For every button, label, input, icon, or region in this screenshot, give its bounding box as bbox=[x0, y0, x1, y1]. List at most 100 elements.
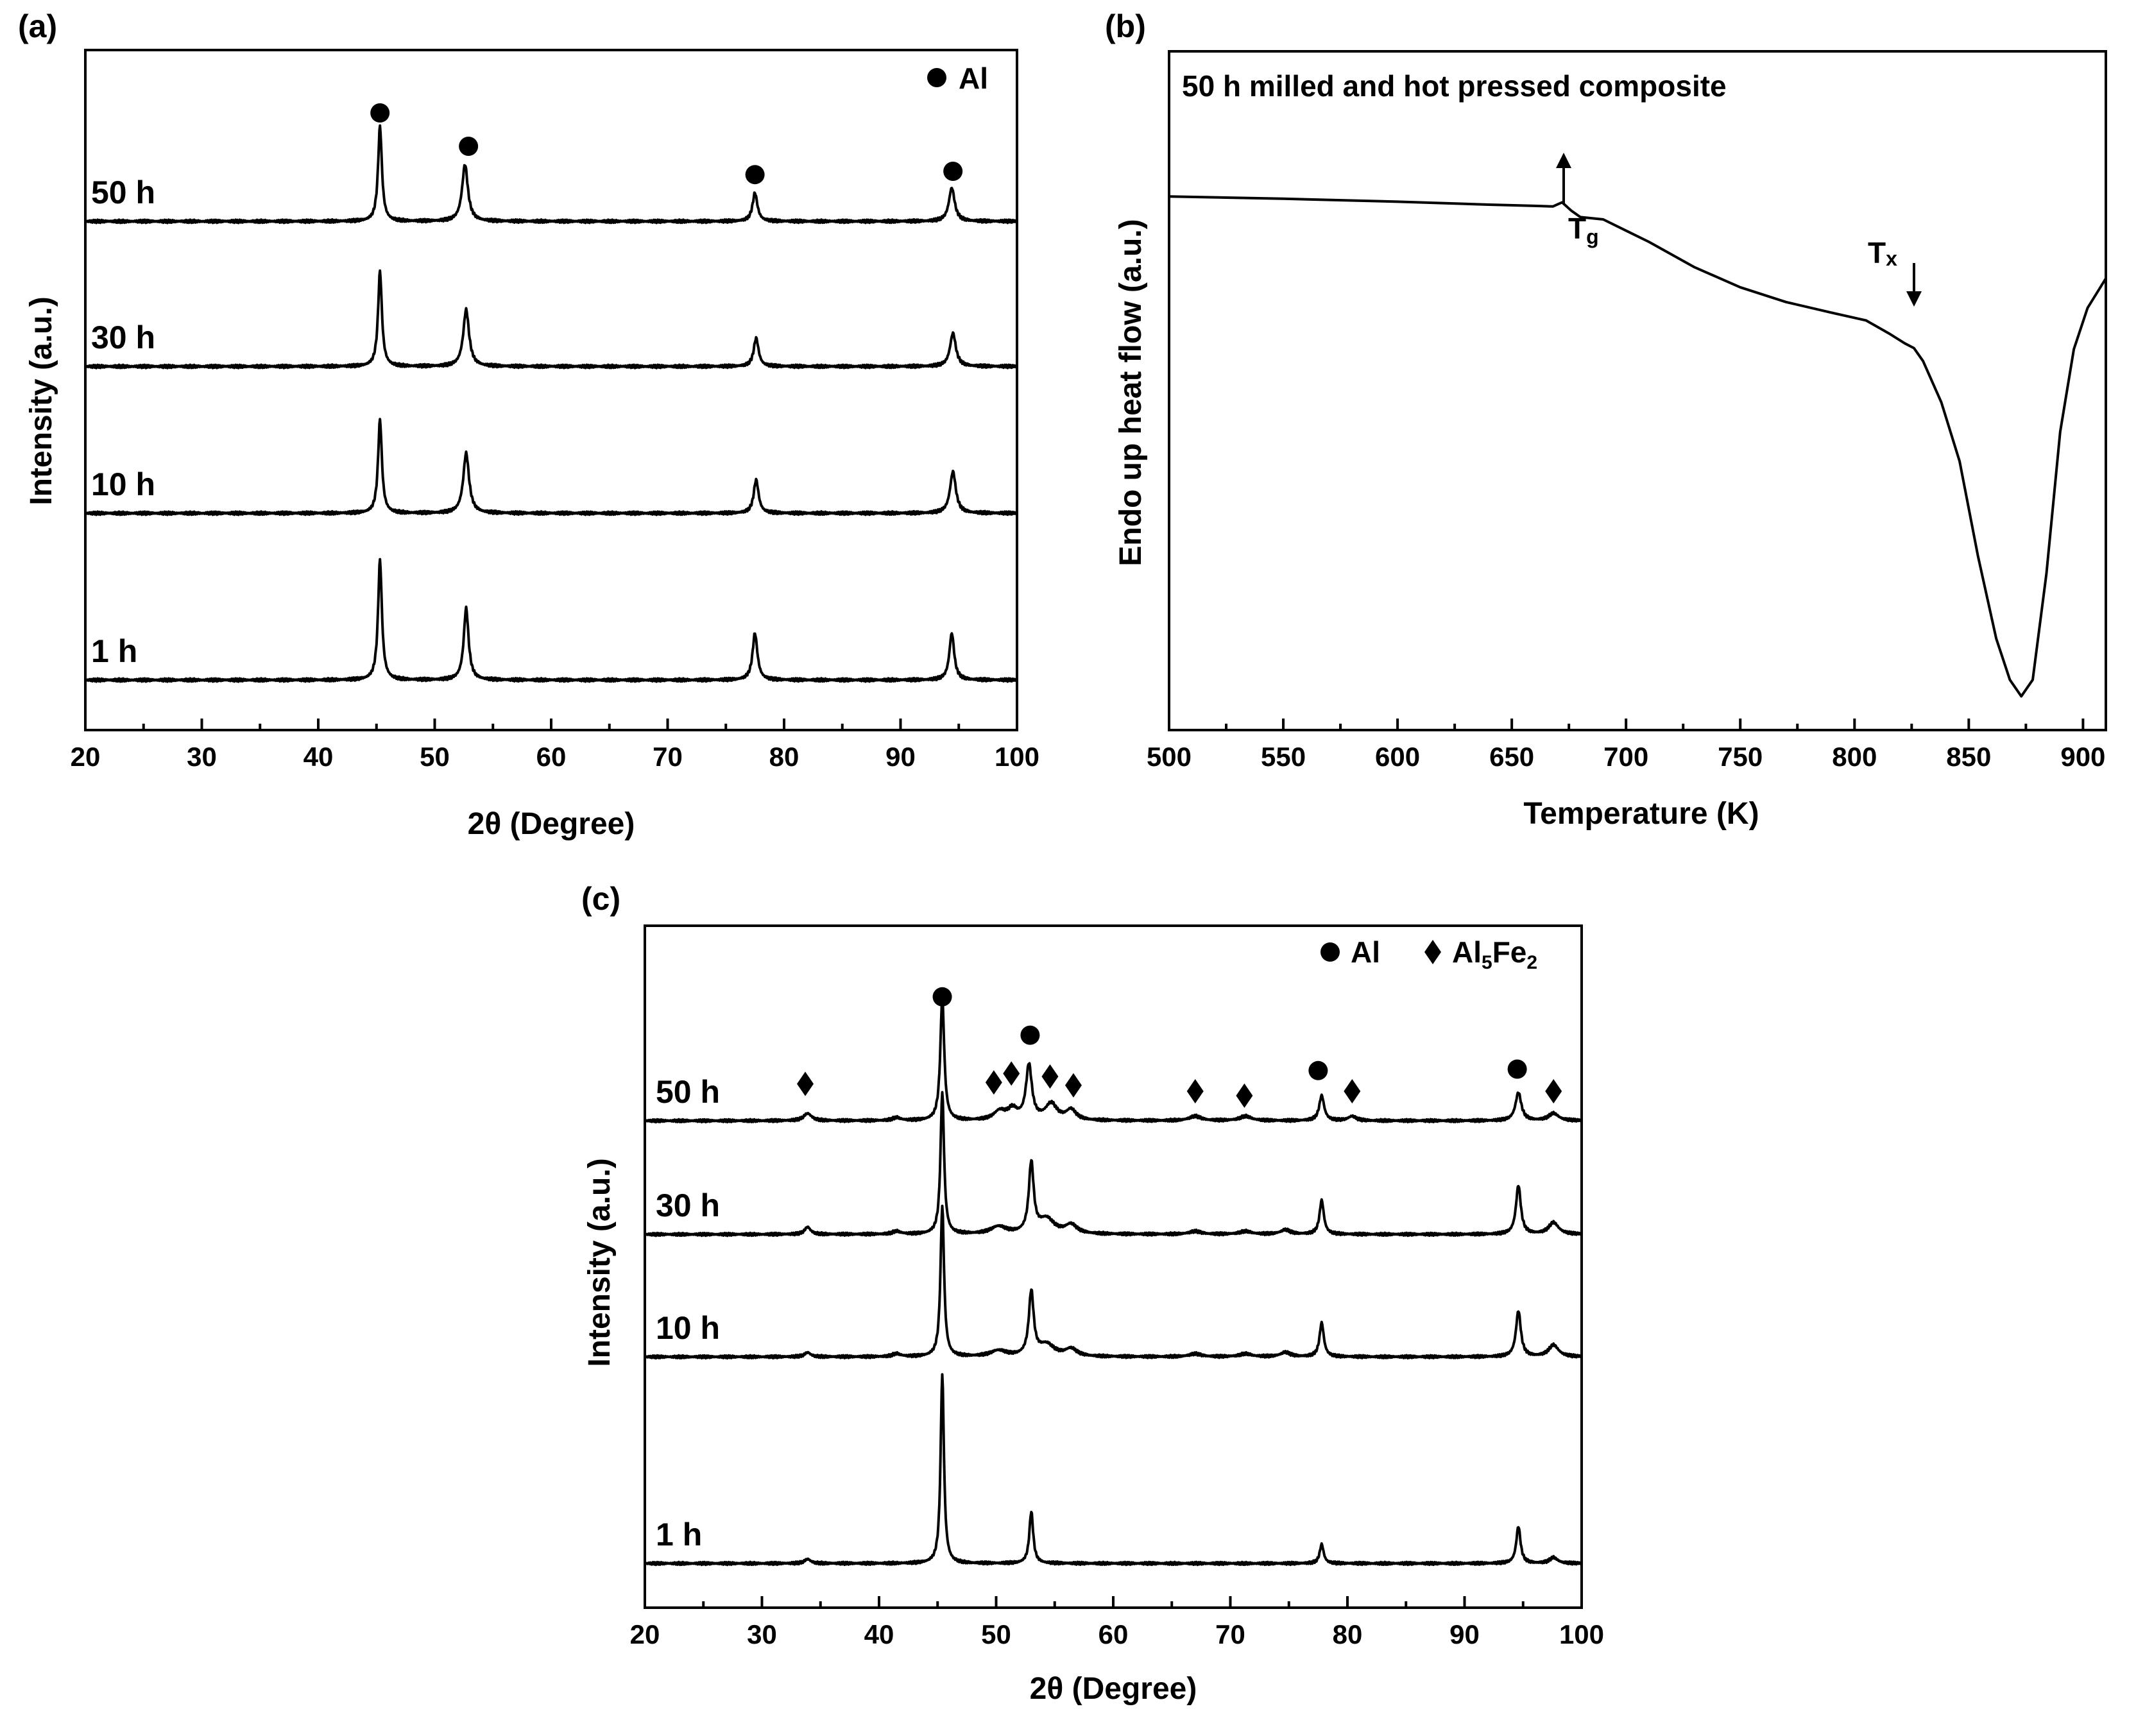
x-tick-label: 750 bbox=[1718, 742, 1763, 772]
panel-a-traces bbox=[84, 124, 1018, 683]
x-tick-label: 80 bbox=[769, 742, 799, 772]
x-tick-label: 70 bbox=[1215, 1619, 1245, 1649]
x-tick-label: 50 bbox=[981, 1619, 1011, 1649]
trace-50h bbox=[644, 996, 1583, 1124]
x-tick-label: 500 bbox=[1147, 742, 1192, 772]
series-label-10h: 10 h bbox=[656, 1310, 720, 1346]
panel-b-plot-frame bbox=[1168, 50, 2107, 731]
al5fe2-peak-marker-icon bbox=[1041, 1064, 1059, 1089]
al-peak-marker-icon bbox=[745, 165, 765, 185]
al-peak-marker-icon bbox=[370, 103, 390, 123]
panel-b-y-axis-title: Endo up heat flow (a.u.) bbox=[1114, 219, 1148, 566]
series-label-50h: 50 h bbox=[656, 1074, 720, 1110]
panel-c-legend-al: Al bbox=[1351, 935, 1380, 969]
panel-a-y-axis-title: Intensity (a.u.) bbox=[24, 296, 58, 505]
trace-30h bbox=[644, 1091, 1583, 1238]
x-tick-label: 30 bbox=[187, 742, 217, 772]
trace-10h bbox=[644, 1204, 1583, 1360]
panel-a-plot-frame bbox=[84, 49, 1018, 731]
panel-c-legend-circle-icon bbox=[1320, 942, 1340, 962]
series-label-50h: 50 h bbox=[91, 174, 155, 210]
panel-a-x-ticks: 20 30 40 50 60 70 80 90 100 bbox=[71, 719, 1039, 772]
x-tick-label: 90 bbox=[1449, 1619, 1480, 1649]
tx-arrowhead-icon bbox=[1906, 291, 1922, 307]
panel-a-series-labels: 1 h 10 h 30 h 50 h bbox=[91, 174, 155, 669]
x-tick-label: 60 bbox=[1098, 1619, 1129, 1649]
trace-1h bbox=[84, 557, 1018, 683]
panel-b-title: 50 h milled and hot pressed composite bbox=[1182, 69, 1727, 103]
al-peak-marker-icon bbox=[932, 987, 952, 1007]
x-tick-label: 800 bbox=[1832, 742, 1877, 772]
tx-label: Tx bbox=[1868, 236, 1897, 270]
al5fe2-peak-marker-icon bbox=[1003, 1061, 1020, 1086]
series-label-1h: 1 h bbox=[91, 633, 137, 669]
x-tick-label: 50 bbox=[420, 742, 450, 772]
tg-arrowhead-icon bbox=[1556, 153, 1571, 168]
panel-b-dsc-curve bbox=[1168, 195, 2107, 698]
panel-a-x-axis-title: 2θ (Degree) bbox=[468, 807, 635, 841]
x-tick-label: 600 bbox=[1375, 742, 1420, 772]
x-tick-label: 40 bbox=[864, 1619, 894, 1649]
panel-c-legend-al5fe2: Al5Fe2 bbox=[1452, 935, 1537, 973]
series-label-1h: 1 h bbox=[656, 1517, 702, 1553]
panel-b-dsc: (b) 50 h milled and hot pressed composit… bbox=[1105, 8, 2107, 831]
panel-a-legend-al: Al bbox=[959, 62, 988, 95]
panel-a-legend: Al bbox=[927, 62, 988, 95]
x-tick-label: 650 bbox=[1489, 742, 1534, 772]
panel-a-label: (a) bbox=[18, 8, 57, 44]
al-peak-marker-icon bbox=[459, 137, 479, 156]
x-tick-label: 700 bbox=[1603, 742, 1648, 772]
panel-c-peak-markers bbox=[797, 987, 1562, 1108]
x-tick-label: 70 bbox=[653, 742, 683, 772]
panel-b-x-ticks: 500 550 600 650 700 750 800 850 900 bbox=[1147, 719, 2105, 772]
al5fe2-peak-marker-icon bbox=[985, 1070, 1002, 1095]
panel-b-label: (b) bbox=[1105, 8, 1146, 44]
al5fe2-peak-marker-icon bbox=[1344, 1079, 1361, 1103]
al-peak-marker-icon bbox=[1020, 1025, 1040, 1045]
trace-1h bbox=[644, 1373, 1583, 1567]
x-tick-label: 100 bbox=[995, 742, 1039, 772]
x-tick-label: 550 bbox=[1261, 742, 1306, 772]
series-label-30h: 30 h bbox=[91, 319, 155, 355]
series-label-10h: 10 h bbox=[91, 466, 155, 502]
x-tick-label: 850 bbox=[1946, 742, 1991, 772]
x-tick-label: 20 bbox=[630, 1619, 660, 1649]
panel-c-plot-frame bbox=[644, 924, 1583, 1609]
panel-b-x-axis-title: Temperature (K) bbox=[1523, 797, 1759, 831]
x-tick-label: 20 bbox=[71, 742, 101, 772]
series-label-30h: 30 h bbox=[656, 1187, 720, 1223]
tx-annotation: Tx bbox=[1868, 236, 1922, 307]
tg-label: Tg bbox=[1568, 212, 1599, 248]
al5fe2-peak-marker-icon bbox=[1186, 1079, 1204, 1103]
trace-10h bbox=[84, 418, 1018, 516]
trace-50h bbox=[84, 124, 1018, 225]
panel-c-series-labels: 1 h 10 h 30 h 50 h bbox=[656, 1074, 720, 1553]
panel-c-traces bbox=[644, 996, 1583, 1567]
panel-c-xrd: (c) 20 30 40 50 60 70 80 90 100 1 h10 h30 h50 h … bbox=[581, 881, 1604, 1706]
panel-c-legend-diamond-icon bbox=[1424, 940, 1441, 964]
al5fe2-peak-marker-icon bbox=[1064, 1073, 1082, 1098]
x-tick-label: 900 bbox=[2060, 742, 2105, 772]
x-tick-label: 40 bbox=[303, 742, 334, 772]
panel-c-legend: Al Al5Fe2 bbox=[1320, 935, 1537, 973]
x-tick-label: 100 bbox=[1559, 1619, 1604, 1649]
al5fe2-peak-marker-icon bbox=[1545, 1079, 1562, 1103]
x-tick-label: 30 bbox=[747, 1619, 777, 1649]
al-peak-marker-icon bbox=[943, 162, 963, 181]
trace-30h bbox=[84, 269, 1018, 370]
panel-a-legend-circle-icon bbox=[927, 68, 946, 87]
panel-a-peak-markers bbox=[370, 103, 963, 185]
x-tick-label: 90 bbox=[885, 742, 916, 772]
panel-c-label: (c) bbox=[581, 881, 620, 917]
tg-annotation: Tg bbox=[1556, 153, 1599, 248]
al5fe2-peak-marker-icon bbox=[797, 1071, 814, 1096]
al5fe2-peak-marker-icon bbox=[1236, 1083, 1253, 1108]
al-peak-marker-icon bbox=[1308, 1060, 1328, 1080]
al-peak-marker-icon bbox=[1507, 1059, 1527, 1079]
panel-c-x-ticks: 20 30 40 50 60 70 80 90 100 bbox=[630, 1596, 1604, 1649]
x-tick-label: 60 bbox=[536, 742, 567, 772]
x-tick-label: 80 bbox=[1333, 1619, 1363, 1649]
panel-a-xrd: (a) 20 30 40 50 60 70 80 90 100 1 h10 h30 h50 h … bbox=[18, 8, 1039, 841]
panel-c-y-axis-title: Intensity (a.u.) bbox=[583, 1158, 617, 1366]
